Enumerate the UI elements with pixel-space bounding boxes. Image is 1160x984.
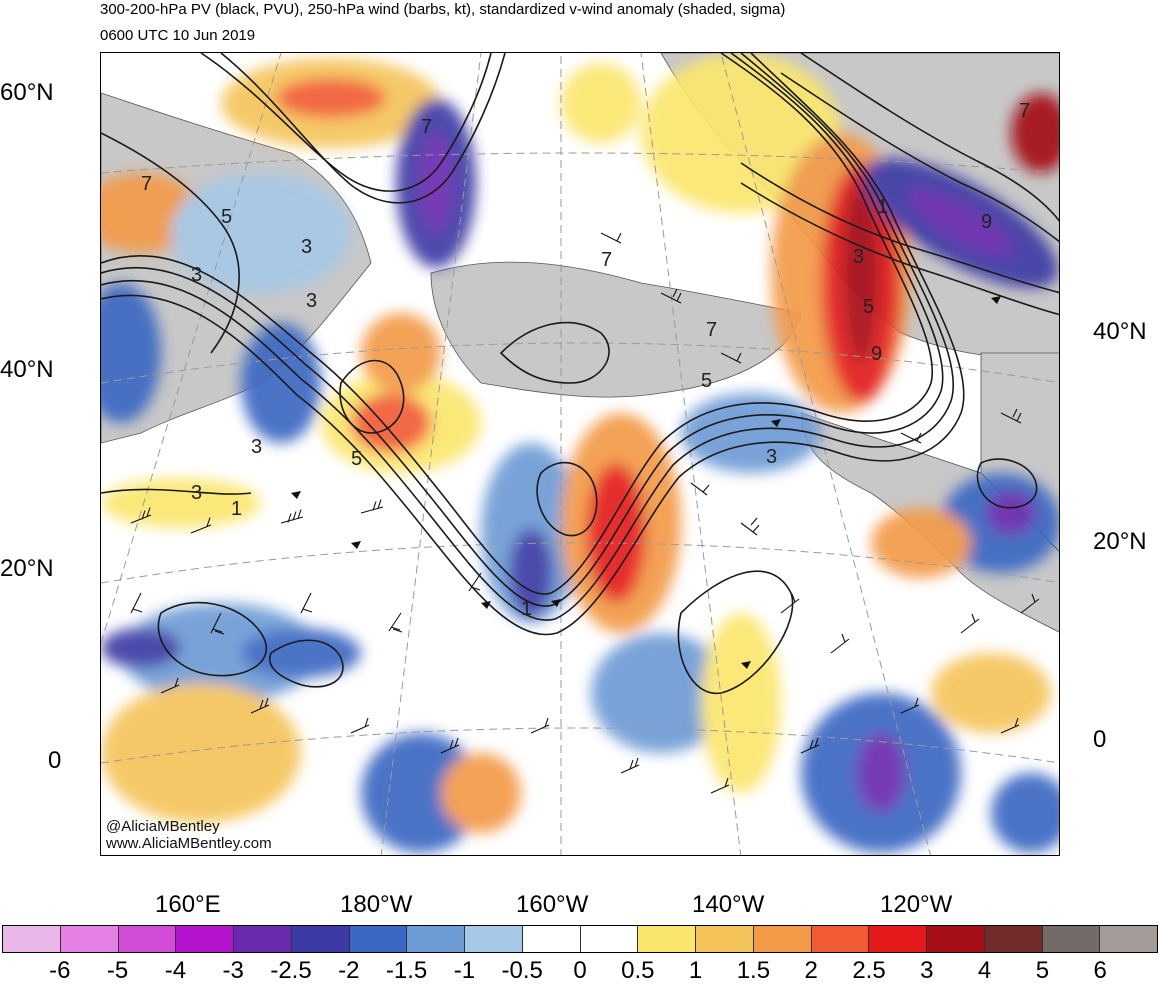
colorbar-swatch (407, 926, 465, 952)
contour-labels: 7 5 3 3 3 1 5 3 7 7 7 5 3 1 9 9 5 3 1 7 … (141, 100, 1030, 620)
colorbar-swatch (753, 926, 812, 952)
parallel-20n (101, 542, 1059, 584)
colorbar-tick-label: 3 (920, 957, 934, 984)
contour-label: 1 (521, 598, 532, 620)
colorbar-swatch (522, 926, 581, 952)
author-website: www.AliciaMBentley.com (106, 835, 272, 852)
meridian-120w (720, 53, 931, 855)
colorbar-tick-label: 2.5 (852, 957, 886, 984)
colorbar (2, 925, 1158, 953)
lon-label: 160°W (516, 891, 589, 918)
lon-label: 180°W (340, 891, 413, 918)
colorbar-tick-label: 0.5 (621, 957, 655, 984)
colorbar-tick-label: 1 (688, 957, 703, 984)
contour-label: 1 (877, 196, 888, 218)
colorbar-tick-label: 6 (1093, 957, 1107, 984)
contour-label: 5 (351, 448, 362, 470)
parallel-40n (101, 342, 1059, 384)
colorbar-swatch (118, 926, 177, 952)
map-canvas: 7 5 3 3 3 1 5 3 7 7 7 5 3 1 9 9 5 3 1 7 … (101, 53, 1059, 855)
colorbar-swatch (3, 926, 61, 952)
colorbar-tick-label: -2.5 (270, 957, 312, 984)
pennant-barbs (291, 296, 1001, 669)
colorbar-swatch (60, 926, 119, 952)
map-panel: 7 5 3 3 3 1 5 3 7 7 7 5 3 1 9 9 5 3 1 7 … (100, 52, 1060, 856)
contour-label: 3 (191, 264, 202, 286)
colorbar-swatch (1100, 926, 1157, 952)
contour-label: 9 (871, 343, 882, 365)
contour-label: 5 (221, 206, 232, 228)
anomaly-shading (101, 53, 1059, 853)
pv-contours (101, 53, 1059, 694)
map-valid-time: 0600 UTC 10 Jun 2019 (100, 27, 256, 44)
graticule (101, 53, 1059, 855)
map-title: 300-200-hPa PV (black, PVU), 250-hPa win… (100, 1, 786, 18)
colorbar-swatch (465, 926, 523, 952)
contour-label: 5 (701, 370, 712, 392)
lon-label: 140°W (692, 891, 765, 918)
contour-label: 7 (1019, 100, 1030, 122)
colorbar-tick-label: -1.5 (385, 957, 428, 984)
colorbar-swatch (696, 926, 754, 952)
colorbar-tick-label: -5 (106, 957, 129, 984)
lat-label-left: 20°N (0, 555, 54, 582)
lat-label-right: 20°N (1093, 528, 1147, 555)
colorbar-tick-label: -6 (49, 957, 71, 984)
parallel-0 (101, 727, 1059, 764)
colorbar-tick-label: 2 (804, 957, 818, 984)
colorbar-swatch (638, 926, 696, 952)
parallel-60n (101, 152, 1059, 174)
colorbar-tick-label: -0.5 (501, 957, 543, 984)
lat-label-left: 40°N (0, 356, 54, 383)
lat-label-left: 60°N (0, 79, 54, 106)
colorbar-tick-label: 0 (573, 957, 587, 984)
contour-label: 3 (251, 436, 262, 458)
colorbar-tick-label: -2 (338, 957, 360, 984)
colorbar-swatch (234, 926, 292, 952)
colorbar-tick-label: -1 (453, 957, 476, 984)
lat-label-right: 0 (1093, 726, 1107, 753)
contour-label: 5 (863, 296, 874, 318)
colorbar-swatch (349, 926, 408, 952)
colorbar-swatch (580, 926, 639, 952)
wind-barbs (130, 232, 1040, 794)
contour-label: 3 (301, 236, 312, 258)
colorbar-swatch (927, 926, 985, 952)
contour-label: 1 (231, 498, 242, 520)
lon-label: 160°E (155, 891, 221, 918)
contour-label: 7 (141, 173, 152, 195)
colorbar-swatch (176, 926, 234, 952)
contour-label: 3 (853, 246, 864, 268)
lat-label-left: 0 (48, 747, 62, 774)
contour-label: 3 (306, 290, 317, 312)
contour-label: 3 (766, 446, 777, 468)
author-handle: @AliciaMBentley (106, 818, 220, 835)
colorbar-tick-label: 1.5 (736, 957, 771, 984)
lat-label-right: 40°N (1093, 318, 1147, 345)
colorbar-tick-label: 4 (977, 957, 992, 984)
contour-label: 7 (601, 249, 612, 271)
contour-label: 7 (706, 319, 717, 341)
alaska-landmass (430, 261, 802, 398)
colorbar-tick-label: 5 (1035, 957, 1050, 984)
colorbar-tick-label: -3 (222, 957, 244, 984)
lon-label: 120°W (880, 891, 953, 918)
colorbar-tick-label: -4 (164, 957, 187, 984)
contour-label: 9 (981, 211, 992, 233)
colorbar-swatch (1042, 926, 1101, 952)
meridian-160e (101, 53, 282, 644)
colorbar-swatch (869, 926, 927, 952)
meridian-140w (640, 53, 742, 855)
colorbar-swatch (811, 926, 870, 952)
colorbar-swatch (291, 926, 350, 952)
contour-label: 7 (421, 116, 432, 138)
colorbar-swatch (984, 926, 1043, 952)
contour-label: 3 (191, 482, 202, 504)
meridian-180w (380, 53, 482, 855)
